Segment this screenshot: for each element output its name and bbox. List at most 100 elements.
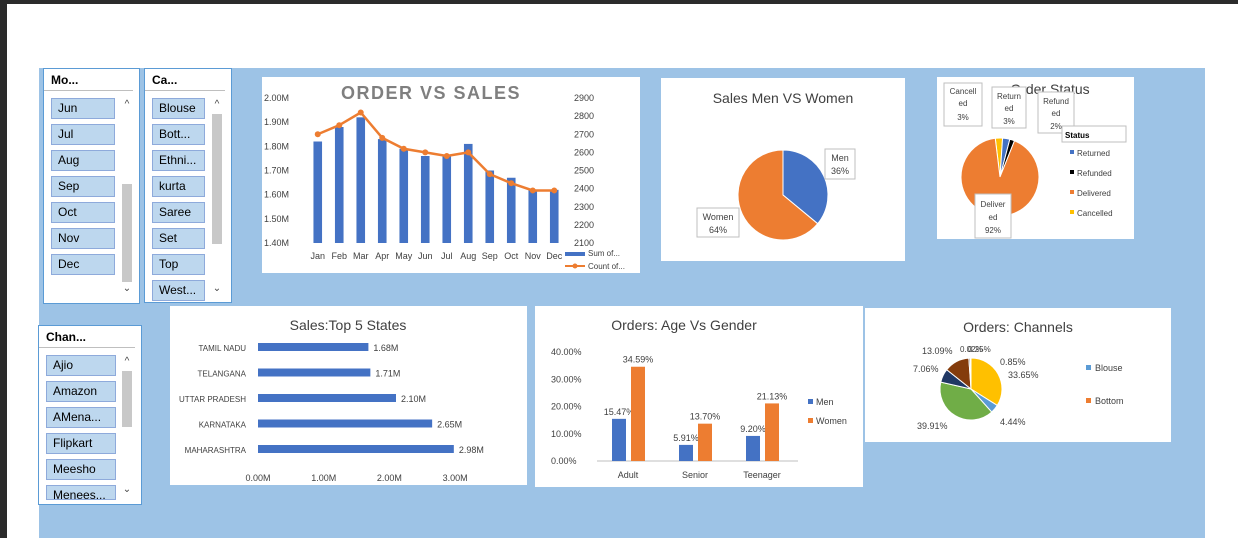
men-percent: 36%	[831, 166, 849, 176]
age-gender-panel: Orders: Age Vs Gender 40.00% 30.00% 20.00%…	[535, 306, 863, 487]
x-tick-dec: Dec	[546, 251, 563, 261]
month-scrollbar-thumb[interactable]	[122, 184, 132, 282]
legend-delivered-swatch	[1070, 190, 1074, 194]
scroll-down-icon[interactable]: ⌄	[122, 283, 132, 294]
men-bar-adult	[612, 418, 626, 461]
channel-slicer-title: Chan...	[39, 326, 135, 348]
x-tick-may: May	[395, 251, 413, 261]
scroll-up-icon[interactable]: ^	[214, 99, 220, 110]
state-label-maharashtra: MAHARASHTRA	[185, 446, 247, 455]
category-slicer-title: Ca...	[145, 69, 225, 91]
legend-men-swatch	[808, 399, 813, 404]
slicer-item-jun[interactable]: Jun	[51, 98, 115, 119]
svg-text:Deliver: Deliver	[981, 200, 1006, 209]
label-13-09: 13.09%	[922, 346, 953, 356]
gender-slice-1	[737, 149, 819, 241]
chart-title: Orders: Channels	[963, 319, 1073, 335]
right-tick-label: 2600	[574, 147, 594, 157]
slicer-item-amena[interactable]: AMena...	[46, 407, 116, 428]
x-tick-feb: Feb	[331, 251, 347, 261]
slicer-item-blouse[interactable]: Blouse	[152, 98, 205, 119]
slicer-item-set[interactable]: Set	[152, 228, 205, 249]
state-bar-karnataka	[258, 419, 433, 428]
women-label: Women	[703, 212, 734, 222]
slicer-item-western[interactable]: West...	[152, 280, 205, 301]
age-gender-chart: Orders: Age Vs Gender 40.00% 30.00% 20.00%…	[551, 317, 847, 480]
slicer-item-dec[interactable]: Dec	[51, 254, 115, 275]
slicer-item-amazon[interactable]: Amazon	[46, 381, 116, 402]
right-tick-label: 2300	[574, 202, 594, 212]
channel-slice-2	[939, 381, 993, 421]
order-status-panel: Order Status Cancell ed 3% Return ed 3% …	[937, 77, 1134, 239]
scroll-up-icon[interactable]: ^	[124, 356, 130, 367]
slicer-item-top[interactable]: Top	[152, 254, 205, 275]
svg-text:ed: ed	[1005, 104, 1014, 113]
left-tick-label: 1.80M	[264, 141, 289, 151]
left-tick-label: 1.50M	[264, 214, 289, 224]
label-0-02: 0.02%	[960, 345, 983, 354]
slicer-item-meesho[interactable]: Meesho	[46, 459, 116, 480]
men-label-adult: 15.47%	[604, 407, 635, 417]
x-tick-teenager: Teenager	[743, 470, 781, 480]
label-0-25: 0.25%	[968, 345, 991, 354]
line-point-nov	[529, 187, 536, 194]
x-tick-aug: Aug	[460, 251, 476, 261]
slicer-item-jul[interactable]: Jul	[51, 124, 115, 145]
legend-blouse: Blouse	[1095, 363, 1123, 373]
state-value-tamil-nadu: 1.68M	[373, 343, 398, 353]
slicer-item-aug[interactable]: Aug	[51, 150, 115, 171]
slicer-item-menees[interactable]: Menees...	[46, 485, 116, 500]
slicer-item-oct[interactable]: Oct	[51, 202, 115, 223]
scroll-up-icon[interactable]: ^	[124, 99, 130, 110]
window-top-border	[0, 0, 1238, 4]
returned-label-box	[991, 86, 1027, 129]
category-scrollbar-thumb[interactable]	[212, 114, 222, 244]
bar-jul	[442, 156, 452, 243]
legend-blouse-swatch	[1086, 365, 1091, 370]
order-vs-sales-chart: ORDER VS SALES 2.00M 1.90M 1.80M 1.70M 1.60M…	[264, 83, 625, 271]
svg-text:3%: 3%	[957, 113, 969, 122]
bar-jan	[313, 141, 323, 243]
women-bar-teenager	[765, 403, 779, 461]
cancelled-label-box	[943, 82, 983, 127]
scroll-down-icon[interactable]: ⌄	[212, 283, 222, 294]
slicer-item-kurta[interactable]: kurta	[152, 176, 205, 197]
slicer-item-nov[interactable]: Nov	[51, 228, 115, 249]
line-point-aug	[465, 149, 472, 156]
scroll-down-icon[interactable]: ⌄	[122, 484, 132, 495]
left-tick-label: 1.90M	[264, 117, 289, 127]
bar-feb	[334, 127, 344, 243]
left-tick-label: 1.60M	[264, 190, 289, 200]
y-tick-label: 20.00%	[551, 402, 582, 412]
state-value-maharashtra: 2.98M	[459, 445, 484, 455]
slicer-item-bottom[interactable]: Bott...	[152, 124, 205, 145]
right-tick-label: 2800	[574, 111, 594, 121]
slicer-item-ethnic[interactable]: Ethni...	[152, 150, 205, 171]
x-tick-label: 1.00M	[311, 473, 336, 483]
women-bar-adult	[631, 366, 645, 461]
left-tick-label: 2.00M	[264, 93, 289, 103]
top-states-chart: Sales:Top 5 States TAMIL NADU 1.68M TELANG…	[179, 317, 484, 483]
y-tick-label: 0.00%	[551, 456, 577, 466]
slicer-item-sep[interactable]: Sep	[51, 176, 115, 197]
women-label-adult: 34.59%	[623, 355, 654, 365]
state-label-uttar-pradesh: UTTAR PRADESH	[179, 395, 246, 404]
legend-bottom-swatch	[1086, 398, 1091, 403]
slicer-item-ajio[interactable]: Ajio	[46, 355, 116, 376]
state-label-tamil-nadu: TAMIL NADU	[198, 344, 246, 353]
y-tick-label: 40.00%	[551, 347, 582, 357]
slicer-item-saree[interactable]: Saree	[152, 202, 205, 223]
slicer-item-flipkart[interactable]: Flipkart	[46, 433, 116, 454]
channel-scrollbar-thumb[interactable]	[122, 371, 132, 427]
month-slicer: Mo... Jun Jul Aug Sep Oct Nov Dec ^ ⌄	[43, 68, 140, 304]
label-7-06: 7.06%	[913, 364, 939, 374]
men-label-teenager: 9.20%	[740, 424, 766, 434]
left-tick-label: 1.70M	[264, 166, 289, 176]
legend-bottom: Bottom	[1095, 396, 1124, 406]
line-point-jul	[443, 153, 450, 159]
x-tick-adult: Adult	[618, 470, 639, 480]
x-tick-jan: Jan	[310, 251, 325, 261]
svg-text:2%: 2%	[1050, 122, 1062, 131]
line-point-dec	[551, 187, 558, 194]
svg-text:92%: 92%	[985, 226, 1001, 235]
